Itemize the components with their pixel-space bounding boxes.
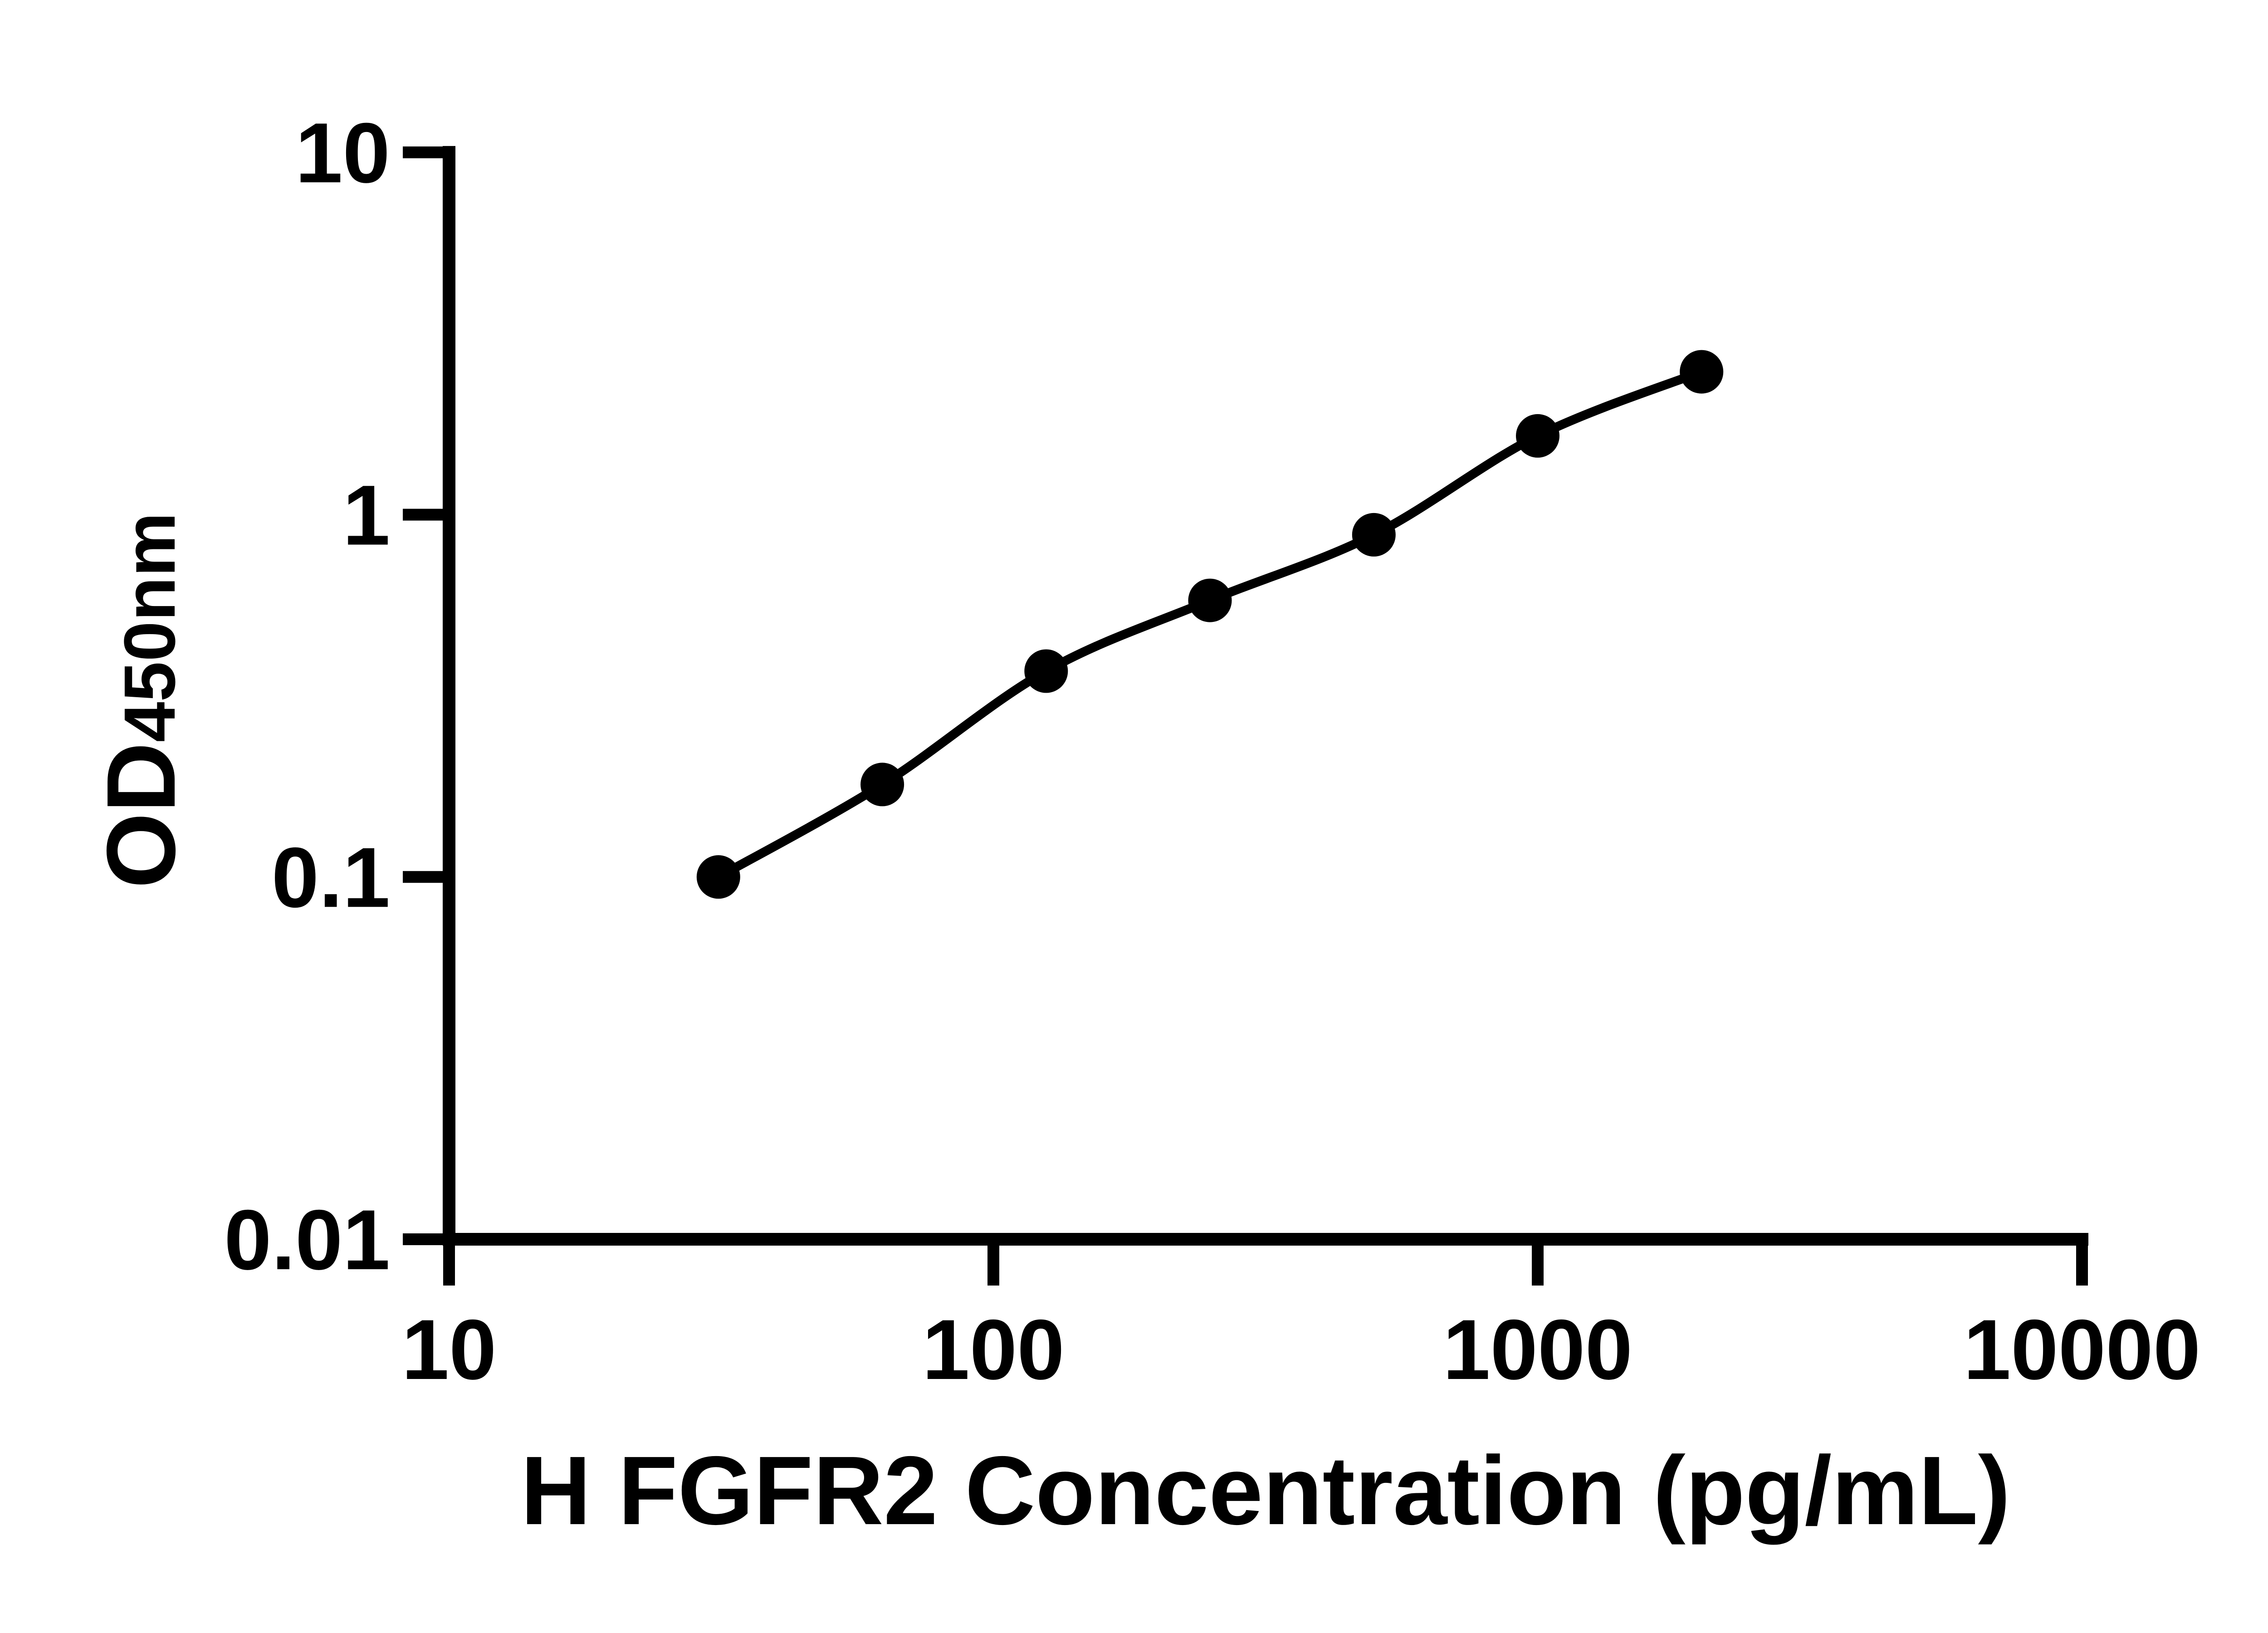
y-tick-label: 0.01 bbox=[224, 1192, 390, 1287]
x-axis-ticks bbox=[443, 1246, 2088, 1286]
data-point bbox=[1516, 414, 1559, 458]
data-point bbox=[1188, 578, 1232, 622]
y-axis-title: OD450nm bbox=[86, 512, 196, 888]
x-tick-label: 1000 bbox=[1443, 1302, 1633, 1397]
data-points bbox=[696, 350, 1724, 899]
y-tick-label: 1 bbox=[342, 468, 390, 563]
y-tick-label: 0.1 bbox=[272, 830, 390, 925]
y-axis-tick-labels: 10 1 0.1 0.01 bbox=[224, 105, 390, 1287]
y-tick-label: 10 bbox=[295, 105, 390, 200]
y-axis-title-main: OD bbox=[86, 742, 196, 889]
axes bbox=[443, 146, 2088, 1246]
data-point bbox=[1680, 350, 1724, 394]
x-tick-label: 100 bbox=[922, 1302, 1065, 1397]
y-axis-title-subscript: 450nm bbox=[109, 512, 190, 742]
x-tick-label: 10 bbox=[401, 1302, 496, 1397]
x-axis-title: H FGFR2 Concentration (pg/mL) bbox=[521, 1436, 2011, 1545]
y-axis-ticks bbox=[403, 146, 443, 1245]
data-point bbox=[696, 855, 740, 899]
data-point bbox=[1024, 649, 1068, 693]
data-point bbox=[860, 763, 904, 807]
data-point bbox=[1352, 513, 1396, 557]
x-tick-label: 10000 bbox=[1964, 1302, 2201, 1397]
x-axis-tick-labels: 10 100 1000 10000 bbox=[401, 1302, 2200, 1397]
